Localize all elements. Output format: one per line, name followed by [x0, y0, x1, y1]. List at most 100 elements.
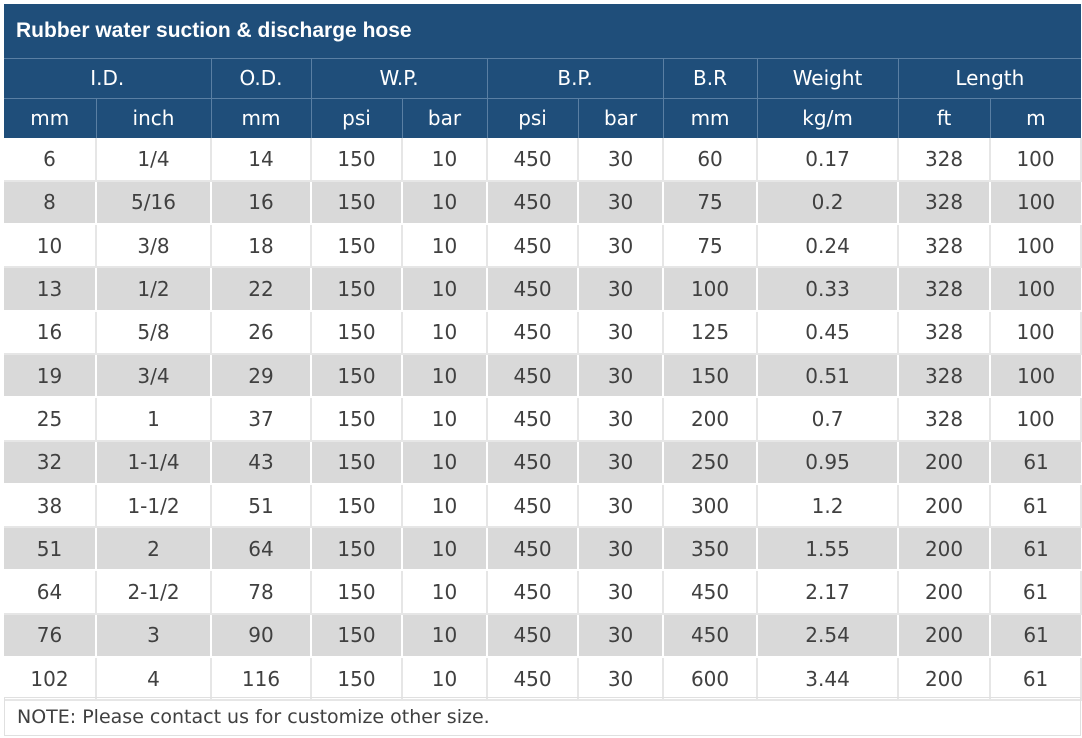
table-cell: 16 — [4, 310, 97, 355]
table-cell: 100 — [990, 397, 1082, 442]
table-cell: 450 — [487, 353, 580, 399]
table-cell: 200 — [898, 440, 992, 485]
table-cell: 10 — [402, 353, 489, 399]
header-group-row: I.D. O.D. W.P. B.P. B.R Weight Length — [4, 58, 1082, 98]
table-cell: 30 — [578, 180, 665, 226]
table-cell: 450 — [487, 267, 580, 312]
table-cell: 200 — [898, 613, 992, 659]
table-cell: 328 — [898, 310, 992, 355]
table-cell: 100 — [990, 137, 1082, 182]
table-cell: 450 — [487, 483, 580, 529]
table-cell: 61 — [990, 483, 1082, 529]
table-cell: 3.44 — [757, 657, 900, 702]
table-cell: 3/8 — [96, 224, 213, 269]
table-cell: 78 — [211, 570, 313, 615]
table-row: 32 1-1/4 43 150 10 450 30 250 0.95 200 61 — [4, 440, 1082, 485]
table-cell: 14 — [211, 137, 313, 182]
table-cell: 30 — [578, 397, 665, 442]
table-cell: 2 — [96, 527, 213, 572]
table-cell: 19 — [4, 353, 97, 399]
table-cell: 26 — [211, 310, 313, 355]
table-cell: 25 — [4, 397, 97, 442]
table-cell: 150 — [311, 440, 404, 485]
table-cell: 30 — [578, 657, 665, 702]
header-group-cell: I.D. — [4, 58, 212, 98]
table-row: 51 2 64 150 10 450 30 350 1.55 200 61 — [4, 527, 1082, 572]
table-cell: 200 — [898, 483, 992, 529]
table-cell: 450 — [663, 570, 759, 615]
table-cell: 61 — [990, 440, 1082, 485]
table-cell: 30 — [578, 613, 665, 659]
table-cell: 75 — [663, 180, 759, 226]
table-cell: 10 — [4, 224, 97, 269]
table-cell: 150 — [311, 180, 404, 226]
table-cell: 30 — [578, 353, 665, 399]
table-cell: 150 — [311, 397, 404, 442]
table-cell: 150 — [663, 353, 759, 399]
header-unit-cell: kg/m — [757, 97, 899, 138]
table-cell: 1/2 — [96, 267, 213, 312]
table-cell: 450 — [663, 613, 759, 659]
table-cell: 22 — [211, 267, 313, 312]
table-cell: 150 — [311, 527, 404, 572]
table-cell: 3/4 — [96, 353, 213, 399]
table-cell: 1-1/2 — [96, 483, 213, 529]
header-unit-cell: m — [990, 97, 1082, 138]
table-cell: 450 — [487, 397, 580, 442]
table-cell: 150 — [311, 267, 404, 312]
table-cell: 10 — [402, 267, 489, 312]
table-cell: 1.55 — [757, 527, 900, 572]
table-row: 25 1 37 150 10 450 30 200 0.7 328 100 — [4, 397, 1082, 442]
table-row: 10 3/8 18 150 10 450 30 75 0.24 328 100 — [4, 224, 1082, 269]
table-cell: 0.51 — [757, 353, 900, 399]
header-unit-cell: bar — [578, 97, 664, 138]
table-cell: 61 — [990, 570, 1082, 615]
table-cell: 8 — [4, 180, 97, 226]
table-cell: 328 — [898, 397, 992, 442]
note-text: NOTE: Please contact us for customize ot… — [4, 697, 1081, 736]
table-cell: 1/4 — [96, 137, 213, 182]
table-cell: 61 — [990, 613, 1082, 659]
header-unit-cell: mm — [4, 97, 97, 138]
header-unit-cell: bar — [402, 97, 488, 138]
header-group-cell: Weight — [757, 58, 899, 98]
table-cell: 450 — [487, 657, 580, 702]
table-cell: 0.7 — [757, 397, 900, 442]
table-cell: 450 — [487, 180, 580, 226]
table-cell: 0.33 — [757, 267, 900, 312]
table-cell: 1 — [96, 397, 213, 442]
table-cell: 16 — [211, 180, 313, 226]
table-cell: 150 — [311, 613, 404, 659]
header-unit-cell: inch — [96, 97, 212, 138]
table-cell: 30 — [578, 440, 665, 485]
table-cell: 450 — [487, 527, 580, 572]
table-cell: 0.17 — [757, 137, 900, 182]
header-unit-cell: mm — [211, 97, 312, 138]
table-cell: 450 — [487, 570, 580, 615]
table-cell: 51 — [211, 483, 313, 529]
header-unit-cell: psi — [311, 97, 403, 138]
table-cell: 10 — [402, 570, 489, 615]
table-cell: 10 — [402, 657, 489, 702]
table-cell: 10 — [402, 527, 489, 572]
table-row: 64 2-1/2 78 150 10 450 30 450 2.17 200 61 — [4, 570, 1082, 615]
header-group-cell: B.R — [663, 58, 758, 98]
header-unit-cell: psi — [487, 97, 579, 138]
table-cell: 450 — [487, 310, 580, 355]
table-cell: 600 — [663, 657, 759, 702]
table-cell: 10 — [402, 483, 489, 529]
table-cell: 150 — [311, 310, 404, 355]
table-cell: 100 — [663, 267, 759, 312]
table-cell: 29 — [211, 353, 313, 399]
table-row: 13 1/2 22 150 10 450 30 100 0.33 328 100 — [4, 267, 1082, 312]
table-cell: 328 — [898, 180, 992, 226]
table-cell: 51 — [4, 527, 97, 572]
table-cell: 328 — [898, 267, 992, 312]
table-cell: 100 — [990, 310, 1082, 355]
table-cell: 2.17 — [757, 570, 900, 615]
table-cell: 10 — [402, 224, 489, 269]
table-cell: 5/16 — [96, 180, 213, 226]
table-cell: 61 — [990, 657, 1082, 702]
table-cell: 30 — [578, 224, 665, 269]
